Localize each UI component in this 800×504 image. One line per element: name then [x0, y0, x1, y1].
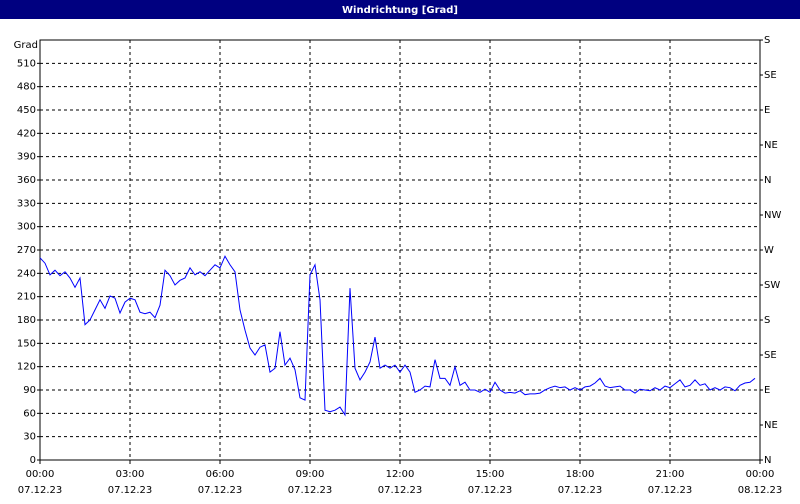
- title-bar: [0, 0, 800, 19]
- x-tick-label: 00:00: [26, 469, 55, 480]
- y-tick-label: 90: [23, 385, 36, 396]
- y2-tick-label: S: [764, 315, 770, 326]
- y-tick-label: 360: [17, 175, 36, 186]
- x-tick-date: 07.12.23: [108, 485, 153, 496]
- y2-tick-label: N: [764, 175, 771, 186]
- y-tick-label: 0: [30, 455, 36, 466]
- y-tick-label: 300: [17, 222, 36, 233]
- x-tick-label: 06:00: [206, 469, 235, 480]
- x-tick-label: 03:00: [116, 469, 145, 480]
- y-tick-label: 480: [17, 82, 36, 93]
- y2-tick-label: SW: [764, 280, 780, 291]
- x-tick-date: 07.12.23: [198, 485, 243, 496]
- y-tick-label: 180: [17, 315, 36, 326]
- y-tick-label: 150: [17, 338, 36, 349]
- x-tick-date: 07.12.23: [558, 485, 603, 496]
- y-tick-label: 120: [17, 362, 36, 373]
- x-tick-label: 15:00: [476, 469, 505, 480]
- y-axis-label: Grad: [14, 40, 38, 51]
- x-tick-date: 07.12.23: [378, 485, 423, 496]
- y2-tick-label: S: [764, 35, 770, 46]
- x-tick-date: 07.12.23: [468, 485, 513, 496]
- y-tick-label: 330: [17, 198, 36, 209]
- y2-tick-label: SE: [764, 350, 777, 361]
- y-tick-label: 270: [17, 245, 36, 256]
- x-tick-label: 09:00: [296, 469, 325, 480]
- y-tick-label: 30: [23, 432, 36, 443]
- y-tick-label: 510: [17, 58, 36, 69]
- x-tick-date: 07.12.23: [648, 485, 693, 496]
- y-tick-label: 390: [17, 152, 36, 163]
- y-tick-label: 60: [23, 408, 36, 419]
- x-tick-label: 21:00: [656, 469, 685, 480]
- y-tick-label: 420: [17, 128, 36, 139]
- y2-tick-label: NE: [764, 140, 778, 151]
- chart-title: Windrichtung [Grad]: [342, 5, 458, 16]
- y2-tick-label: N: [764, 455, 771, 466]
- x-tick-date: 07.12.23: [18, 485, 63, 496]
- x-tick-label: 00:00: [746, 469, 775, 480]
- x-tick-label: 18:00: [566, 469, 595, 480]
- y2-tick-label: NE: [764, 420, 778, 431]
- y2-tick-label: NW: [764, 210, 781, 221]
- y2-tick-label: E: [764, 105, 770, 116]
- x-tick-label: 12:00: [386, 469, 415, 480]
- y2-tick-label: E: [764, 385, 770, 396]
- data-line: [39, 255, 756, 417]
- y-tick-label: 210: [17, 292, 36, 303]
- y-tick-label: 450: [17, 105, 36, 116]
- x-tick-date: 07.12.23: [288, 485, 333, 496]
- y-tick-label: 240: [17, 268, 36, 279]
- y2-tick-label: SE: [764, 70, 777, 81]
- x-tick-date: 08.12.23: [738, 485, 783, 496]
- y2-tick-label: W: [764, 245, 774, 256]
